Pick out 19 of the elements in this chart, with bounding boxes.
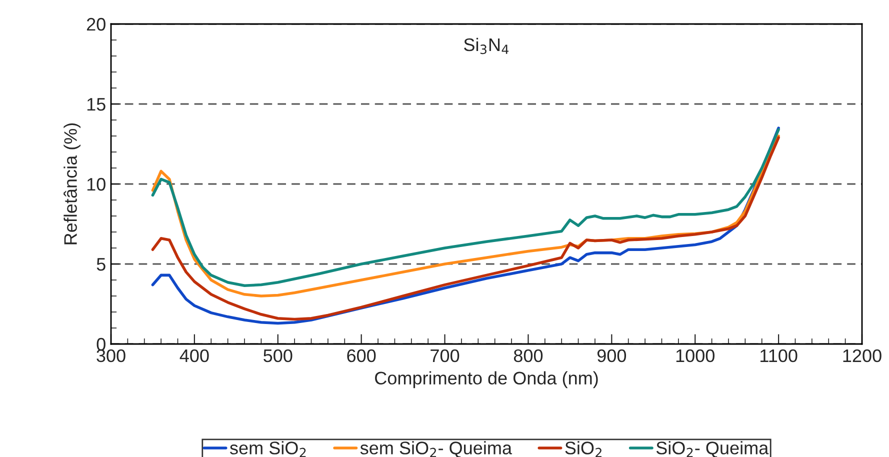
legend-label: sem SiO$_{2}$: [230, 441, 306, 457]
y-tick-label: 20: [86, 18, 106, 31]
x-tick-label: 1000: [676, 349, 714, 362]
y-axis-title: Refletância (%): [64, 123, 80, 244]
x-tick-label: 300: [96, 349, 126, 362]
x-tick-label: 1200: [843, 349, 882, 362]
x-tick-label: 900: [597, 349, 626, 362]
y-tick-label: 10: [87, 178, 106, 191]
x-tick-label: 700: [430, 349, 460, 362]
x-tick-label: 600: [347, 349, 376, 362]
text: Si$_{3}$N$_{4}$: [464, 38, 509, 54]
x-axis-title: Comprimento de Onda (nm): [375, 371, 598, 388]
x-tick-label: 500: [264, 349, 292, 362]
legend-label: SiO$_{2}$: [565, 441, 602, 457]
x-tick-label: 800: [514, 349, 543, 362]
y-tick-label: 5: [96, 258, 106, 271]
x-tick-label: 1100: [760, 349, 798, 362]
x-tick-label: 400: [180, 349, 209, 362]
y-tick-label: 15: [87, 98, 106, 111]
